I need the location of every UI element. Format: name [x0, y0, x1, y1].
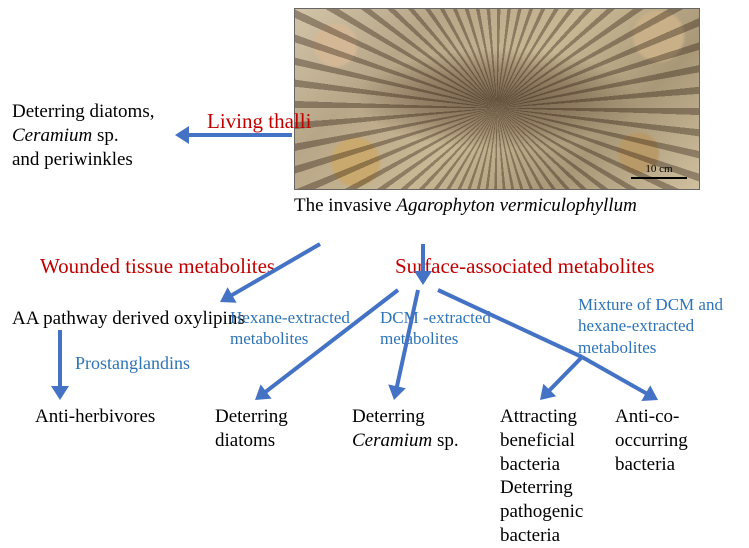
node-wounded-metabolites: Wounded tissue metabolites	[40, 253, 275, 279]
node-deterring-top: Deterring diatoms, Ceramium sp. and peri…	[12, 100, 197, 171]
photo-to-wounded-head	[220, 287, 237, 303]
mixture-to-attracting-head	[540, 384, 556, 400]
mixture-to-antico-head	[641, 385, 658, 401]
caption-species: Agarophyton vermiculophyllum	[396, 195, 636, 216]
surface-hexane-branch-head	[255, 384, 272, 400]
node-surface-metabolites: Surface-associated metabolites	[395, 253, 654, 279]
organism-photo: 10 cm	[294, 8, 700, 190]
mixture-to-attracting-line	[549, 357, 582, 391]
deterring-top-line1: Deterring diatoms,	[12, 100, 197, 124]
oxylipins-to-antiherb-head	[51, 386, 69, 400]
node-mixture-extract: Mixture of DCM and hexane-extracted meta…	[578, 294, 748, 358]
node-living-thalli: Living thalli	[207, 108, 311, 134]
scalebar-label: 10 cm	[645, 163, 672, 175]
mixture-to-antico-line	[582, 357, 647, 394]
deterring-top-line3: and periwinkles	[12, 148, 197, 172]
surface-dcm-branch-head	[388, 384, 406, 400]
node-dcm-extract: DCM -extracted metabolites	[380, 307, 510, 350]
photo-caption: The invasive Agarophyton vermiculophyllu…	[294, 194, 637, 218]
scalebar: 10 cm	[631, 163, 687, 179]
node-aa-oxylipins: AA pathway derived oxylipins	[12, 307, 245, 331]
node-prostaglandins: Prostanglandins	[75, 352, 190, 375]
caption-prefix: The invasive	[294, 195, 396, 216]
deterring-top-line2: Ceramium sp.	[12, 124, 197, 148]
node-attracting-bacteria: Attracting beneficial bacteria Deterring…	[500, 405, 583, 548]
node-hexane-extract: Hexane-extracted metabolites	[230, 307, 365, 350]
node-deterring-ceramium: Deterring Ceramium sp.	[352, 405, 459, 453]
node-deterring-diatoms: Deterring diatoms	[215, 405, 288, 453]
node-anti-herbivores: Anti-herbivores	[35, 405, 155, 429]
scalebar-line	[631, 177, 687, 179]
photo-alga-tuft	[295, 9, 699, 189]
node-anti-co-bacteria: Anti-co-occurring bacteria	[615, 405, 749, 476]
